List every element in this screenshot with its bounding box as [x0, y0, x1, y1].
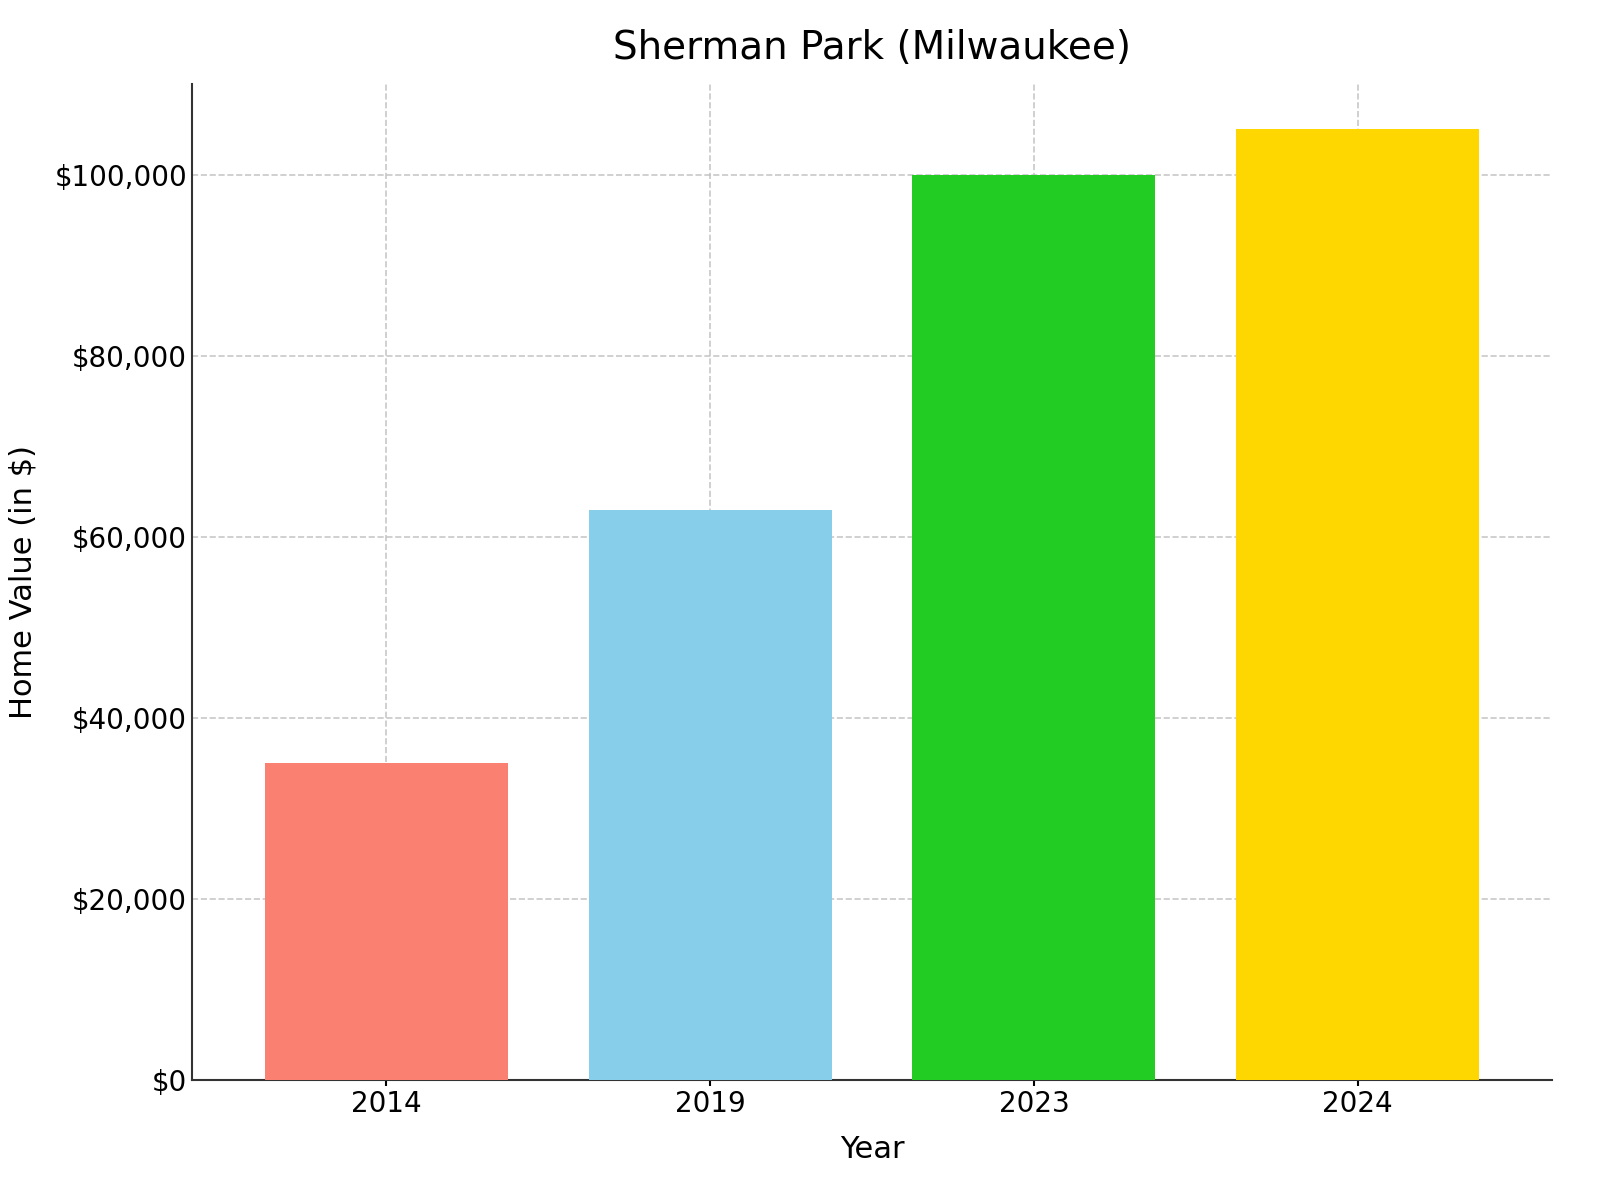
Bar: [266, 763, 507, 1080]
Title: Sherman Park (Milwaukee): Sherman Park (Milwaukee): [613, 29, 1131, 67]
Bar: [1237, 130, 1478, 1080]
Bar: [912, 174, 1155, 1080]
Y-axis label: Home Value (in $): Home Value (in $): [8, 445, 38, 719]
X-axis label: Year: Year: [840, 1135, 904, 1164]
Bar: [589, 510, 832, 1080]
